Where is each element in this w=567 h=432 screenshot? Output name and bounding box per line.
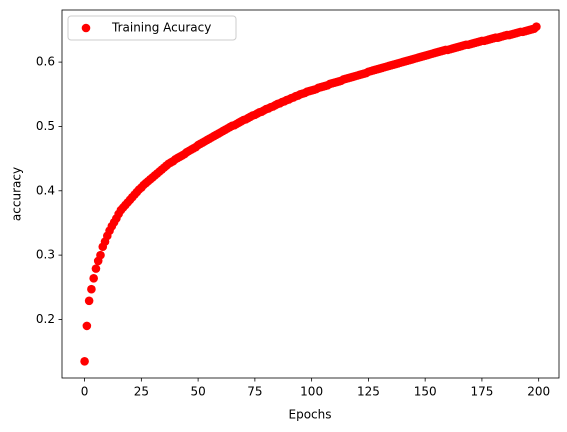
legend-box [67, 15, 237, 41]
data-point [80, 356, 89, 366]
data-point [91, 264, 101, 273]
data-point [82, 321, 92, 331]
x-tick-label: 75 [247, 385, 262, 399]
data-point [532, 22, 541, 32]
x-tick-label: 150 [414, 385, 437, 399]
y-tick-label: 0.6 [36, 55, 55, 69]
y-tick-label: 0.4 [36, 183, 55, 197]
x-tick-label: 50 [190, 385, 205, 399]
y-tick-label: 0.3 [36, 248, 55, 262]
data-point [84, 296, 94, 306]
legend-label: Training Acuracy [111, 21, 211, 35]
x-tick-label: 25 [134, 385, 149, 399]
x-tick-label: 100 [300, 385, 323, 399]
legend: Training Acuracy [67, 15, 237, 41]
x-tick-label: 200 [527, 385, 550, 399]
plot-frame [61, 9, 560, 379]
legend-marker [81, 23, 91, 33]
x-tick-label: 0 [81, 385, 89, 399]
x-tick-label: 175 [470, 385, 493, 399]
data-point [89, 273, 98, 283]
data-point [87, 284, 96, 294]
data-point [96, 250, 105, 260]
y-tick-label: 0.2 [36, 312, 55, 326]
x-tick-label: 125 [357, 385, 380, 399]
x-axis-label: Epochs [289, 408, 332, 422]
y-tick-label: 0.5 [36, 119, 55, 133]
y-axis-label: accuracy [10, 167, 24, 221]
